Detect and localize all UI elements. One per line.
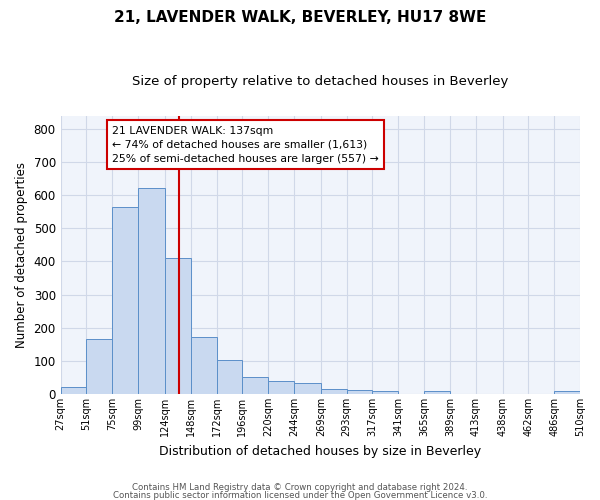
Bar [191, 337, 217, 394]
X-axis label: Distribution of detached houses by size in Beverley: Distribution of detached houses by size … [159, 444, 481, 458]
Bar [112, 206, 138, 394]
Text: 21 LAVENDER WALK: 137sqm
← 74% of detached houses are smaller (1,613)
25% of sem: 21 LAVENDER WALK: 137sqm ← 74% of detach… [112, 126, 379, 164]
Text: Contains public sector information licensed under the Open Government Licence v3: Contains public sector information licen… [113, 490, 487, 500]
Bar [554, 392, 580, 394]
Bar [61, 388, 86, 394]
Bar [165, 258, 191, 394]
Bar [138, 188, 165, 394]
Bar [217, 360, 242, 394]
Y-axis label: Number of detached properties: Number of detached properties [15, 162, 28, 348]
Text: Contains HM Land Registry data © Crown copyright and database right 2024.: Contains HM Land Registry data © Crown c… [132, 484, 468, 492]
Text: 21, LAVENDER WALK, BEVERLEY, HU17 8WE: 21, LAVENDER WALK, BEVERLEY, HU17 8WE [114, 10, 486, 25]
Title: Size of property relative to detached houses in Beverley: Size of property relative to detached ho… [132, 75, 509, 88]
Bar [424, 392, 450, 394]
Bar [86, 340, 112, 394]
Bar [294, 384, 321, 394]
Bar [242, 377, 268, 394]
Bar [321, 389, 347, 394]
Bar [347, 390, 373, 394]
Bar [268, 381, 294, 394]
Bar [373, 390, 398, 394]
